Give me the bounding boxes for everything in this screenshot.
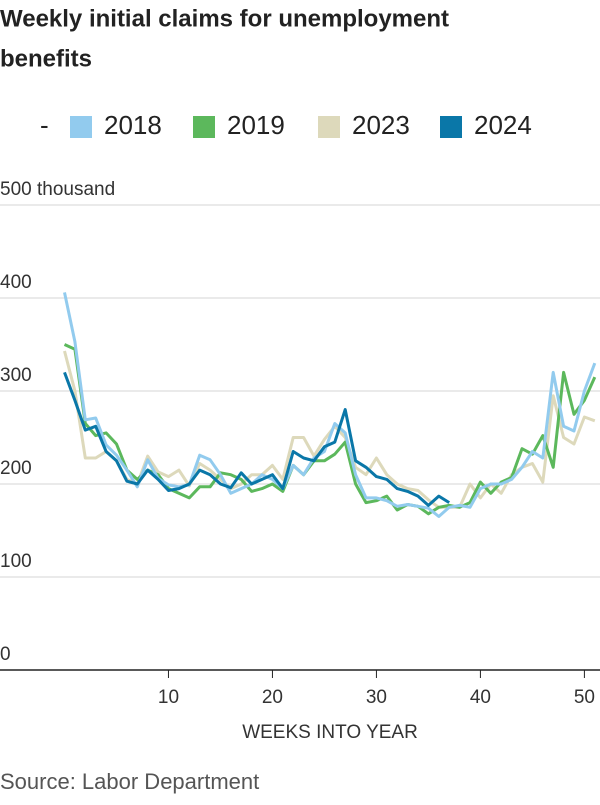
legend-swatch xyxy=(440,116,462,138)
chart-title: benefits xyxy=(0,45,92,72)
y-tick-label: 400 xyxy=(0,272,32,293)
legend-swatch xyxy=(193,116,215,138)
y-tick-label: 100 xyxy=(0,551,32,572)
legend-label: 2023 xyxy=(352,110,410,140)
y-tick-label: 500 thousand xyxy=(0,179,115,200)
y-tick-label: 0 xyxy=(0,644,11,665)
x-tick-label: 10 xyxy=(158,687,179,708)
series-line xyxy=(63,371,450,507)
legend-label: 2024 xyxy=(474,110,532,140)
legend-swatch xyxy=(318,116,340,138)
source: Source: Labor Department xyxy=(0,769,259,794)
y-tick-label: 300 xyxy=(0,365,32,386)
legend-swatch xyxy=(70,116,92,138)
x-tick-label: 20 xyxy=(262,687,283,708)
series-line xyxy=(63,350,596,509)
series-line xyxy=(63,292,597,518)
legend-label: 2018 xyxy=(104,110,162,140)
x-tick-label: 30 xyxy=(366,687,387,708)
legend-label: 2019 xyxy=(227,110,285,140)
legend-prefix: - xyxy=(40,110,49,140)
series-line xyxy=(63,343,597,516)
chart-title: Weekly initial claims for unemployment xyxy=(0,5,449,32)
x-tick-label: 40 xyxy=(470,687,491,708)
y-tick-label: 200 xyxy=(0,458,32,479)
x-tick-label: 50 xyxy=(574,687,595,708)
x-axis-label: WEEKS INTO YEAR xyxy=(242,722,418,743)
